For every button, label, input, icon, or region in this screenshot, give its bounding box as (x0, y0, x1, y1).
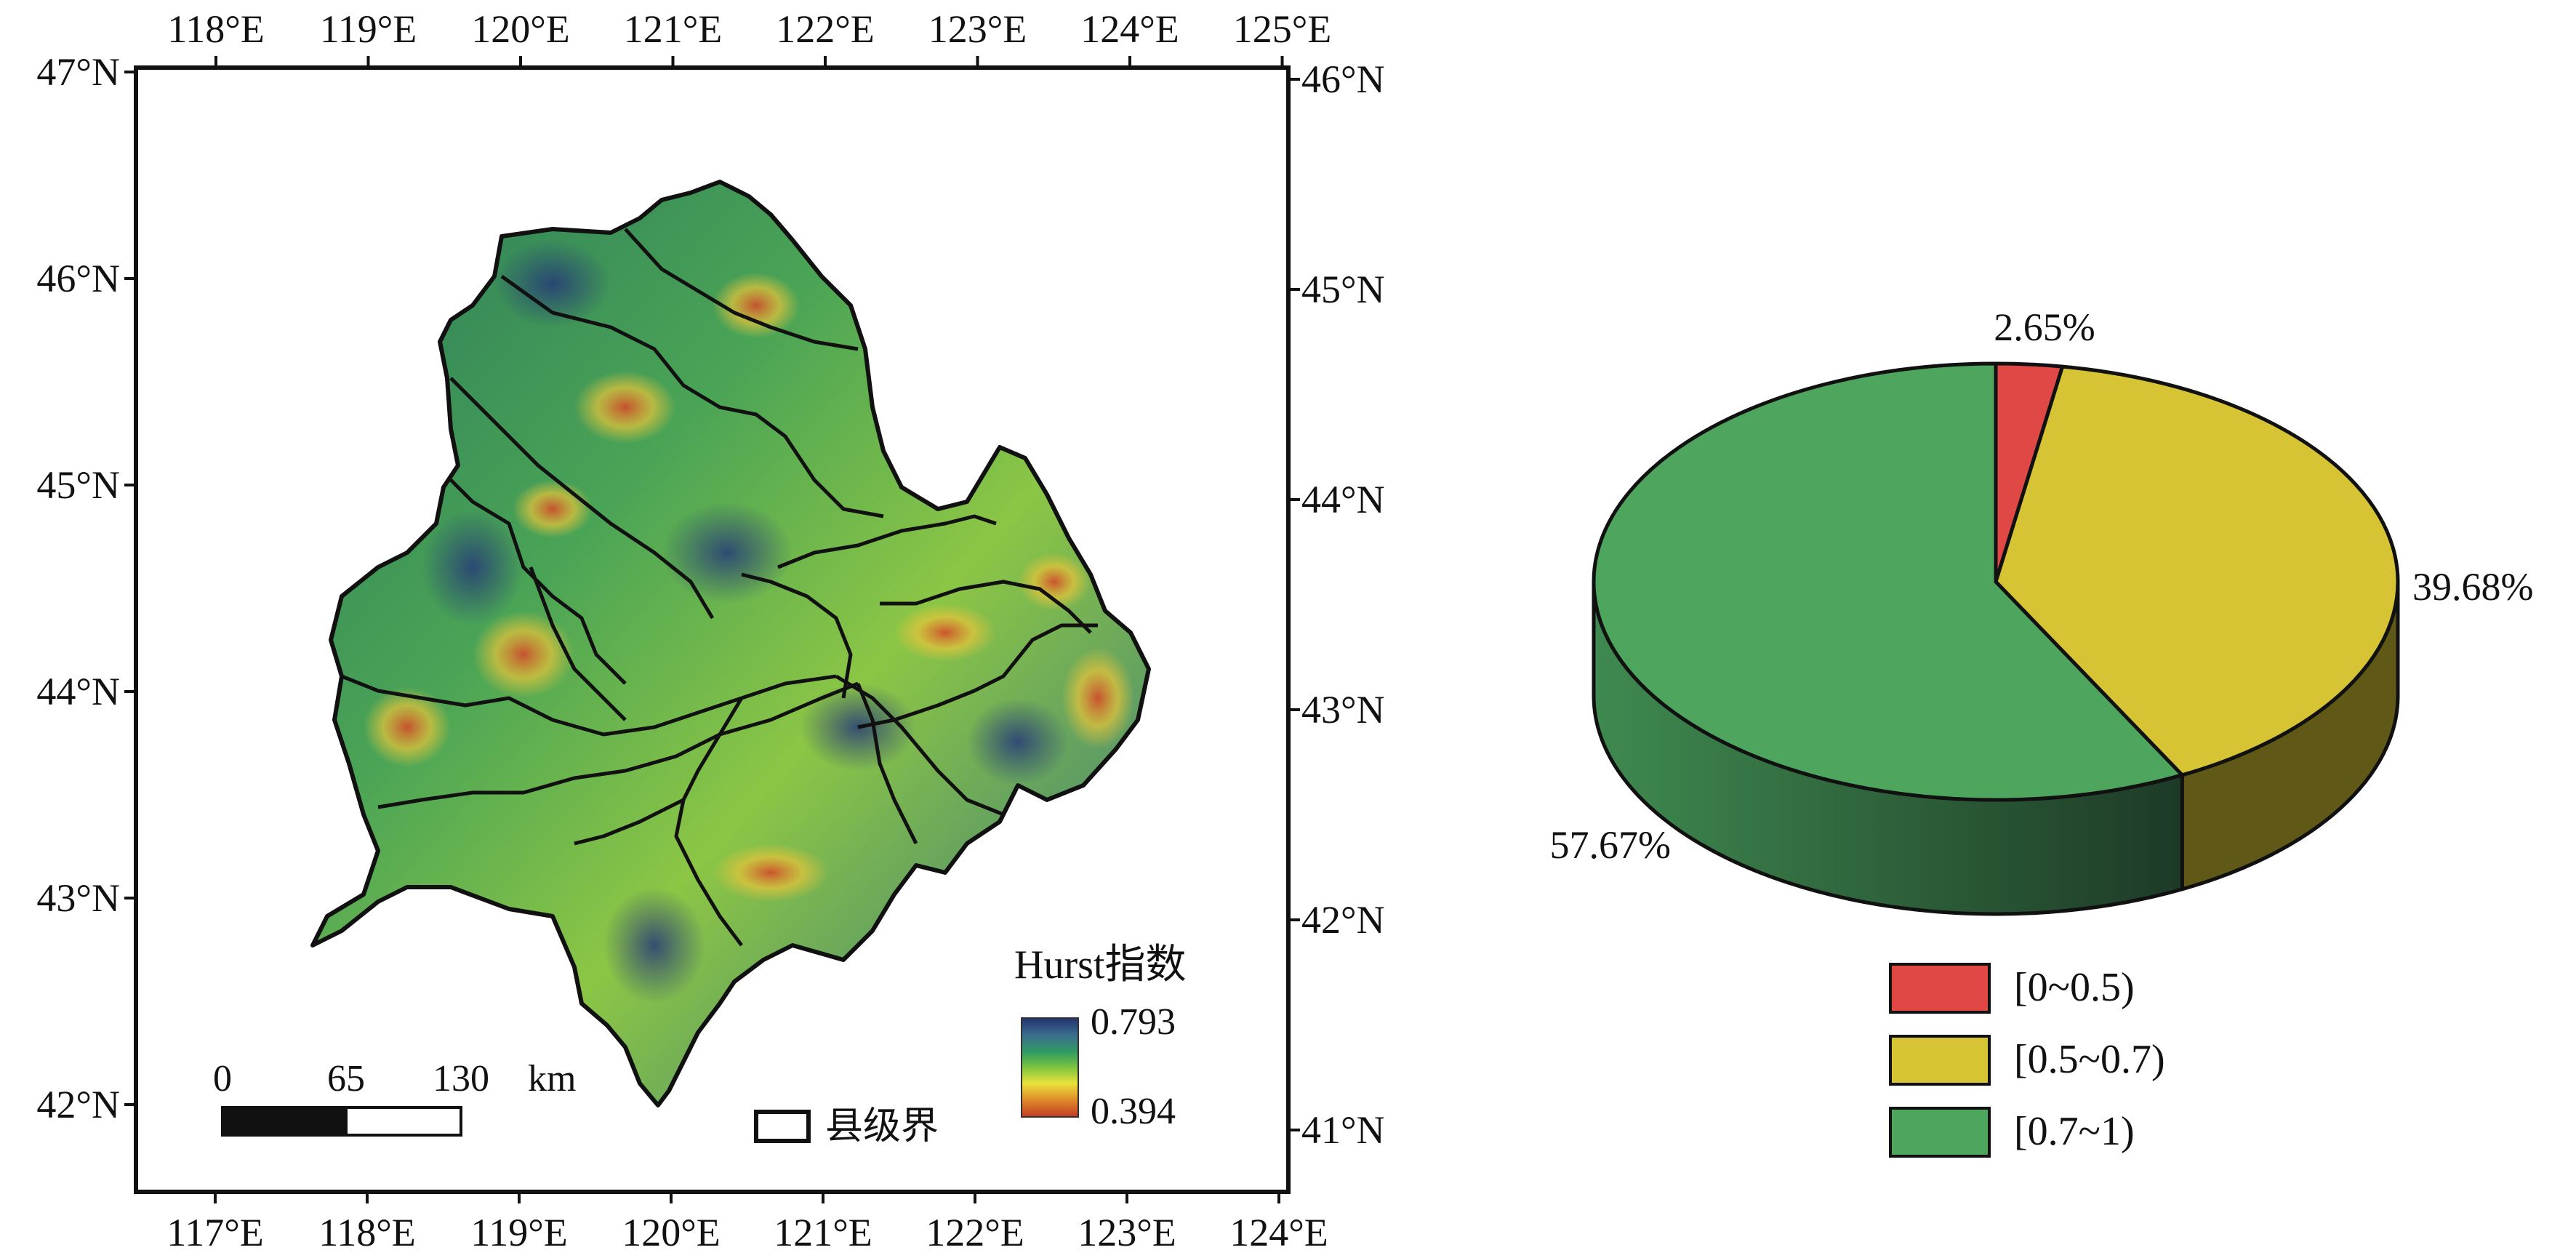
boundary-legend-label: 县级界 (825, 1106, 939, 1147)
pie-legend-label-1: [0.5~0.7) (2014, 1037, 2165, 1082)
boundary-legend: 县级界 (754, 1106, 939, 1147)
hurst-min-label: 0.394 (1091, 1091, 1176, 1132)
county-boundaries (341, 228, 1098, 947)
pie-value-label-0: 2.65% (1994, 305, 2095, 349)
scalebar-label-65: 65 (327, 1058, 365, 1099)
scalebar-black-segment (221, 1106, 348, 1137)
left-latitude-ticks: 47°N 46°N 45°N 44°N 43°N 42°N (36, 50, 136, 1126)
right-tick-label: 42°N (1301, 898, 1385, 942)
left-tick-label: 45°N (36, 463, 120, 507)
left-tick-label: 47°N (36, 50, 120, 94)
pie-legend: [0~0.5) [0.5~0.7) [0.7~1) (1889, 963, 2165, 1158)
top-longitude-ticks: 118°E 119°E 120°E 121°E 122°E 123°E 124°E 125°E (167, 7, 1331, 68)
bottom-tick-label: 117°E (166, 1211, 264, 1254)
right-tick-label: 43°N (1301, 688, 1385, 732)
bottom-tick-label: 123°E (1078, 1211, 1176, 1254)
bottom-tick-label: 119°E (470, 1211, 568, 1254)
right-tick-label: 44°N (1301, 478, 1385, 521)
scalebar-unit: km (528, 1058, 576, 1099)
pie-chart: 2.65% 39.68% 57.67% (1550, 305, 2533, 916)
scalebar-white-segment (345, 1106, 462, 1137)
top-tick-label: 125°E (1233, 7, 1332, 51)
scalebar-label-0: 0 (213, 1058, 232, 1099)
scalebar: 0 65 130 km (213, 1058, 576, 1137)
pie-slice-1 (1994, 364, 2400, 777)
top-tick-label: 121°E (624, 7, 723, 51)
region-outline (310, 180, 1151, 1107)
scalebar-label-130: 130 (433, 1058, 489, 1099)
left-tick-label: 42°N (36, 1083, 120, 1126)
left-tick-label: 46°N (36, 257, 120, 300)
bottom-tick-label: 124°E (1229, 1211, 1328, 1254)
top-tick-label: 123°E (928, 7, 1027, 51)
hurst-legend: Hurst指数 0.793 0.394 (1014, 942, 1186, 1132)
bottom-tick-label: 121°E (774, 1211, 872, 1254)
bottom-tick-label: 120°E (622, 1211, 721, 1254)
right-tick-label: 41°N (1301, 1108, 1385, 1152)
pie-legend-swatch-1 (1889, 1035, 1991, 1086)
right-tick-label: 45°N (1301, 268, 1385, 311)
right-tick-label: 46°N (1301, 57, 1385, 101)
pie-legend-label-0: [0~0.5) (2014, 965, 2135, 1010)
top-tick-label: 119°E (320, 7, 417, 51)
bottom-tick-label: 122°E (926, 1211, 1024, 1254)
study-region (310, 180, 1151, 1107)
top-tick-label: 122°E (776, 7, 875, 51)
pie-legend-swatch-0 (1889, 963, 1991, 1014)
right-latitude-ticks: 46°N 45°N 44°N 43°N 42°N 41°N (1288, 57, 1385, 1152)
hurst-legend-title: Hurst指数 (1014, 942, 1186, 987)
left-tick-label: 44°N (36, 670, 120, 713)
boundary-legend-swatch (754, 1110, 811, 1143)
pie-value-label-2: 57.67% (1550, 823, 1671, 867)
pie-value-label-1: 39.68% (2412, 565, 2533, 609)
pie-legend-label-2: [0.7~1) (2014, 1109, 2135, 1154)
pie-slice-2 (1592, 361, 2184, 802)
hurst-colorbar (1021, 1017, 1079, 1118)
top-tick-label: 124°E (1080, 7, 1179, 51)
pie-legend-swatch-2 (1889, 1107, 1991, 1158)
bottom-tick-label: 118°E (318, 1211, 416, 1254)
top-tick-label: 120°E (471, 7, 570, 51)
left-tick-label: 43°N (36, 876, 120, 920)
map-frame (134, 65, 1291, 1194)
hurst-max-label: 0.793 (1091, 1001, 1176, 1043)
bottom-longitude-ticks: 117°E 118°E 119°E 120°E 121°E 122°E 123°E 124°E (166, 1192, 1328, 1254)
top-tick-label: 118°E (167, 7, 265, 51)
